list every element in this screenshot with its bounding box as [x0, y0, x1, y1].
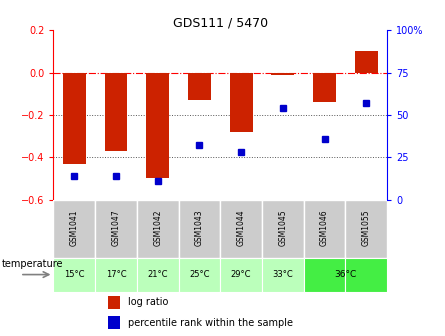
Bar	[355, 51, 378, 73]
Bar	[63, 73, 86, 164]
Text: GSM1043: GSM1043	[195, 209, 204, 246]
Bar	[230, 73, 253, 132]
Bar	[95, 200, 137, 258]
Bar	[137, 258, 178, 292]
Text: GSM1041: GSM1041	[70, 209, 79, 246]
Bar	[345, 258, 387, 292]
Bar	[262, 258, 303, 292]
Bar	[109, 316, 120, 329]
Text: log ratio: log ratio	[129, 297, 169, 307]
Text: 33°C: 33°C	[272, 270, 293, 279]
Text: GSM1044: GSM1044	[237, 209, 246, 246]
Bar	[178, 258, 220, 292]
Bar	[271, 73, 294, 75]
Text: 36°C: 36°C	[334, 270, 356, 279]
Bar	[137, 200, 178, 258]
Bar	[220, 200, 262, 258]
Text: 17°C: 17°C	[105, 270, 126, 279]
Bar	[109, 296, 120, 309]
Text: GSM1045: GSM1045	[279, 209, 287, 246]
Bar	[345, 200, 387, 258]
Text: 15°C: 15°C	[64, 270, 85, 279]
Text: 25°C: 25°C	[189, 270, 210, 279]
Text: 21°C: 21°C	[147, 270, 168, 279]
Bar	[146, 73, 169, 178]
Bar	[53, 200, 95, 258]
Text: GSM1042: GSM1042	[153, 209, 162, 246]
Title: GDS111 / 5470: GDS111 / 5470	[173, 16, 268, 29]
Text: 29°C: 29°C	[231, 270, 251, 279]
Text: temperature: temperature	[2, 259, 64, 269]
Bar	[105, 73, 127, 151]
Text: GSM1055: GSM1055	[362, 209, 371, 246]
Bar	[53, 258, 95, 292]
Bar	[178, 200, 220, 258]
Bar	[188, 73, 211, 100]
Bar	[262, 200, 303, 258]
Bar	[220, 258, 262, 292]
Text: GSM1047: GSM1047	[112, 209, 121, 246]
Bar	[95, 258, 137, 292]
Text: GSM1046: GSM1046	[320, 209, 329, 246]
Bar	[303, 258, 345, 292]
Bar	[313, 73, 336, 102]
Text: percentile rank within the sample: percentile rank within the sample	[129, 318, 294, 328]
Bar	[303, 200, 345, 258]
